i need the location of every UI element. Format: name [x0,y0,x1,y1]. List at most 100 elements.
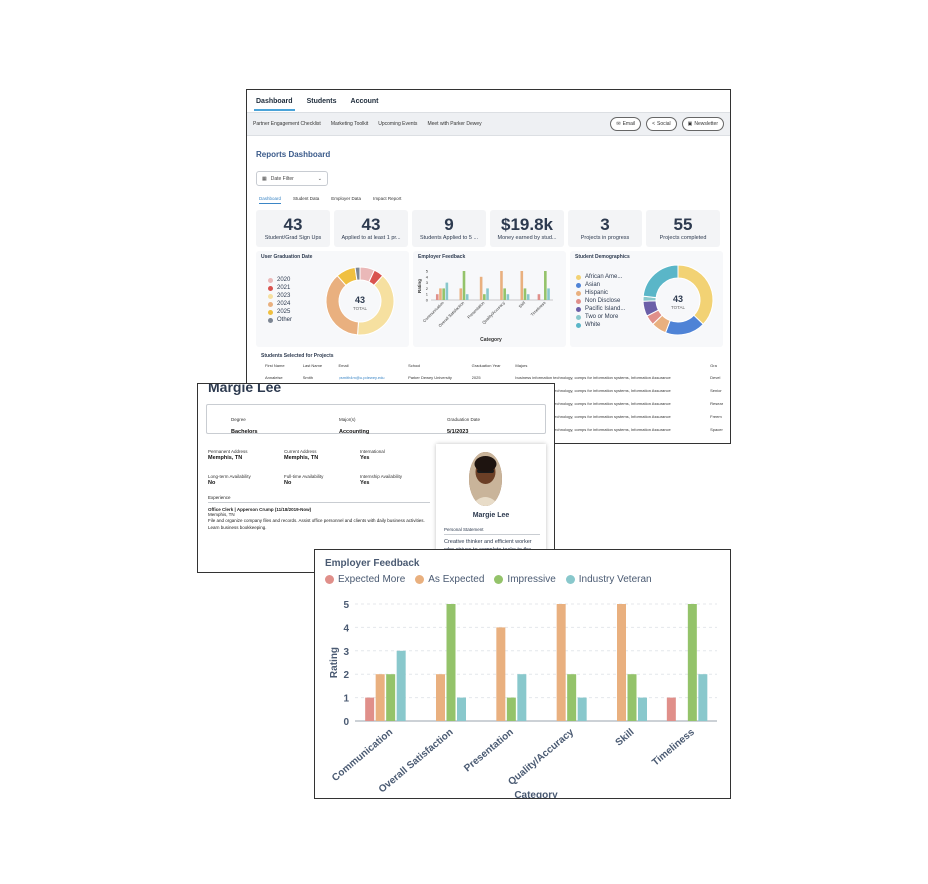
mini-y-tick: 5 [426,269,429,274]
mini-bar [442,288,445,300]
legend-swatch [415,575,425,584]
stat-label: Projects in progress [580,235,630,241]
nav-account[interactable]: Account [350,97,379,105]
y-tick-label: 3 [343,647,349,658]
calendar-icon: ▦ [262,175,267,182]
mini-bar [439,288,442,300]
mini-bar [479,276,483,300]
major-value: Accounting [339,429,370,435]
nav-dashboard[interactable]: Dashboard [254,92,295,111]
tab-dashboard[interactable]: Dashboard [259,196,282,204]
stat-value: $19.8k [501,215,553,234]
donut-slice [677,264,714,325]
table-row[interactable]: business information technology, comps f… [265,423,730,436]
chart-legend[interactable]: Expected More As Expected Impressive Ind… [325,574,652,585]
table-row[interactable]: business information technology, comps f… [265,384,730,397]
bar [577,697,587,721]
donut-total: 43 [673,294,683,304]
education-box: Degree Bachelors Major(s) Accounting Gradu… [206,404,546,435]
table-cell: business information technology, comps f… [515,388,671,393]
tab-employer-data[interactable]: Employer Data [331,196,362,201]
email-button[interactable]: ✉ Email [610,117,642,131]
bar [457,697,466,721]
full-time-value: No [284,480,292,486]
subnav-events[interactable]: Upcoming Events [378,121,418,127]
table-row[interactable]: business information technology, comps f… [265,410,730,423]
experience-title: Experience [208,495,231,500]
stat-card: 43 Applied to at least 1 pr... [334,210,408,247]
stat-value: 3 [600,215,610,234]
legend-label: White [585,322,601,328]
table-header: First Name Last Name Email School Gradua… [265,359,730,371]
legend-item[interactable]: 2023 [268,292,292,300]
internship-availability: Internship Availability Yes [360,474,436,486]
legend-item[interactable]: White [576,321,625,329]
table-row[interactable]: business information technology, comps f… [265,397,730,410]
donut-slice [664,314,704,336]
mail-icon: ✉ [616,121,621,127]
legend-swatch [268,277,273,283]
legend-item[interactable]: Pacific Island... [576,305,625,313]
legend-swatch [576,274,581,280]
tab-student-data[interactable]: Student Data [293,196,320,201]
mini-bar [465,294,469,300]
mini-y-tick: 3 [426,280,429,285]
legend-industry-veteran[interactable]: Industry Veteran [565,574,652,585]
experience-section: Experience Office Clerk | Apperson Crump… [208,495,430,531]
stat-label: Student/Grad Sign Ups [264,235,322,241]
newsletter-button[interactable]: ▣ Newsletter [681,117,724,131]
bar [365,697,375,721]
legend-item[interactable]: Hispanic [576,289,625,297]
subnav-meet[interactable]: Meet with Parker Dewey [427,121,482,127]
tab-impact-report[interactable]: Impact Report [373,196,402,201]
col-last-name: Last Name [302,362,323,368]
mini-bar [526,294,530,300]
international-value: Yes [360,455,370,461]
legend-swatch [576,322,581,328]
legend-label: African Ame... [585,274,623,280]
legend-swatch [576,314,581,320]
bar [496,627,506,721]
subnav-toolkit[interactable]: Marketing Toolkit [330,121,369,127]
legend-label: Non Disclose [585,298,621,304]
table-cell[interactable]: psmith4m@u.pdewey.edu [338,375,385,380]
nav-students[interactable]: Students [306,97,337,105]
legend-swatch [325,575,334,584]
grad-date-field: Graduation Date 5/1/2023 [423,405,531,435]
long-term-label: Long-term Availability [208,474,251,479]
table-row[interactable]: Annaleise Smith psmith4m@u.pdewey.edu Parke… [265,371,730,384]
stat-card: 9 Students Applied to 5 ... [412,210,486,247]
personal-statement-title: Personal Statement [444,527,540,535]
stat-label: Money earned by stud... [497,235,557,241]
stat-card: 3 Projects in progress [568,210,642,247]
legend-item[interactable]: 2021 [268,284,292,292]
legend-as-expected[interactable]: As Expected [415,574,484,585]
legend-item[interactable]: Other [268,316,292,324]
legend-item[interactable]: 2020 [268,276,292,284]
mini-bar [520,271,524,300]
legend-label: Expected More [338,574,406,585]
legend-item[interactable]: African Ame... [576,273,625,281]
mini-y-tick: 0 [426,298,429,303]
stat-card: 55 Projects completed [646,210,720,247]
table-cell: Annaleise [265,375,283,380]
table-cell: Senior [710,388,722,393]
legend-label: 2020 [277,277,291,283]
internship-value: Yes [360,480,370,486]
social-button[interactable]: < Social [646,117,677,131]
graduation-title: User Graduation Date [261,254,313,260]
degree-label: Degree [231,417,246,422]
subnav-checklist[interactable]: Partner Engagement Checklist [253,121,321,127]
legend-expected-more[interactable]: Expected More [325,574,405,585]
legend-item[interactable]: Two or More [576,313,625,321]
date-filter-dropdown[interactable]: ▦ Date Filter ⌄ [256,171,328,186]
legend-item[interactable]: Non Disclose [576,297,625,305]
legend-item[interactable]: Asian [576,281,625,289]
legend-impressive[interactable]: Impressive [494,574,556,585]
demographics-panel: Student Demographics African Ame... Asian… [570,251,723,347]
legend-item[interactable]: 2024 [268,300,292,308]
bar [375,674,385,721]
legend-item[interactable]: 2025 [268,308,292,316]
